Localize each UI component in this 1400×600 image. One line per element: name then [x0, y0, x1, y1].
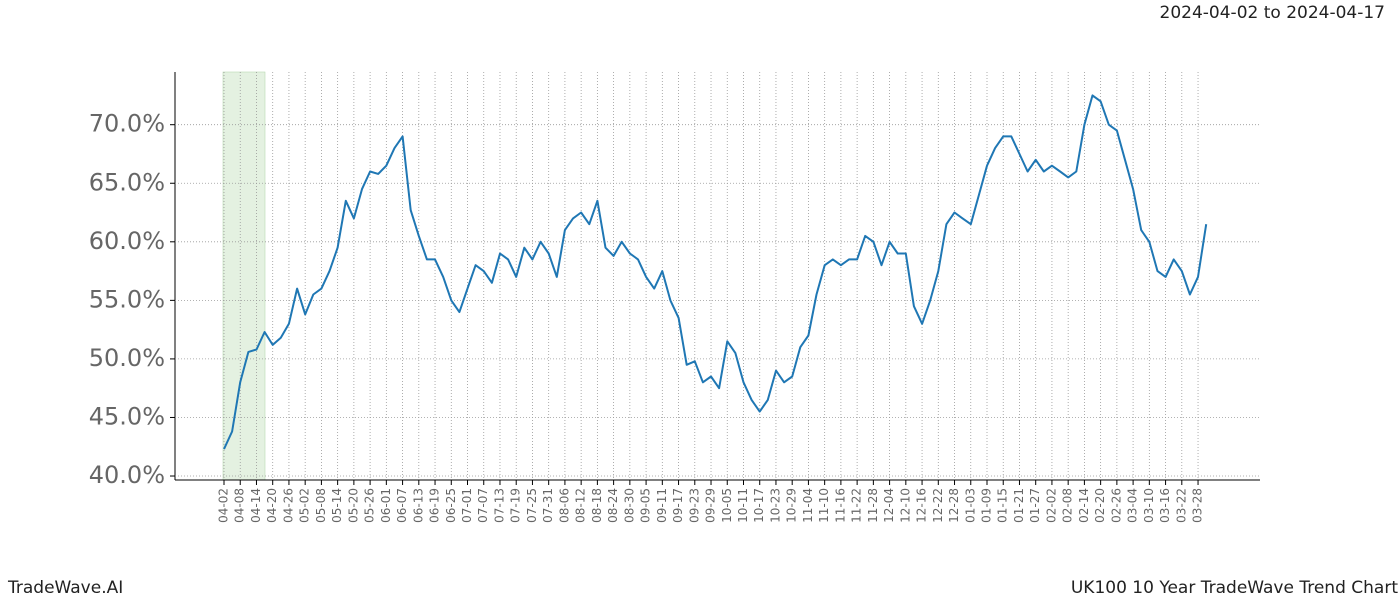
- x-tick-label: 06-01: [379, 488, 393, 523]
- x-tick-label: 03-04: [1126, 488, 1140, 523]
- trend-line: [223, 94, 1208, 450]
- x-tick-label: 11-16: [833, 488, 847, 523]
- x-tick-label: 06-25: [444, 488, 458, 523]
- x-tick-label: 08-30: [622, 488, 636, 523]
- chart-subtitle: 2024-04-02 to 2024-04-17: [1160, 3, 1385, 23]
- y-tick-label: 45.0%: [89, 402, 165, 430]
- x-tick-label: 05-08: [314, 488, 328, 523]
- x-tick-label: 01-21: [1012, 488, 1026, 523]
- y-tick-label: 70.0%: [89, 110, 165, 138]
- x-tick-label: 07-19: [509, 488, 523, 523]
- x-tick-label: 10-23: [768, 488, 782, 523]
- x-tick-label: 05-14: [330, 488, 344, 523]
- x-tick-label: 01-09: [979, 488, 993, 523]
- x-tick-label: 02-26: [1109, 488, 1123, 523]
- x-tick-label: 07-25: [525, 488, 539, 523]
- x-tick-label: 01-03: [963, 488, 977, 523]
- x-tick-label: 10-05: [720, 488, 734, 523]
- x-tick-label: 01-15: [996, 488, 1010, 523]
- x-tick-label: 12-10: [898, 488, 912, 523]
- x-tick-label: 02-02: [1044, 488, 1058, 523]
- x-tick-label: 03-16: [1158, 488, 1172, 523]
- x-tick-label: 06-07: [395, 488, 409, 523]
- source-label: TradeWave.AI: [7, 578, 123, 598]
- x-tick-label: 12-04: [882, 488, 896, 523]
- x-tick-label: 07-13: [492, 488, 506, 523]
- x-tick-label: 06-13: [411, 488, 425, 523]
- x-tick-label: 11-10: [817, 488, 831, 523]
- y-tick-label: 50.0%: [89, 344, 165, 372]
- x-tick-label: 10-29: [785, 488, 799, 523]
- x-tick-label: 01-27: [1028, 488, 1042, 523]
- x-tick-label: 07-31: [541, 488, 555, 523]
- x-tick-label: 02-14: [1077, 488, 1091, 523]
- x-tick-label: 09-29: [704, 488, 718, 523]
- y-tick-label: 40.0%: [89, 461, 165, 489]
- x-tick-label: 07-07: [476, 488, 490, 523]
- y-tick-label: 55.0%: [89, 285, 165, 313]
- x-tick-label: 08-18: [590, 488, 604, 523]
- x-tick-label: 10-17: [752, 488, 766, 523]
- x-tick-label: 09-17: [671, 488, 685, 523]
- x-tick-label: 11-04: [801, 488, 815, 523]
- x-tick-label: 03-28: [1191, 488, 1205, 523]
- highlight-band: [222, 71, 266, 481]
- x-tick-label: 04-08: [233, 488, 247, 523]
- x-tick-label: 10-11: [736, 488, 750, 523]
- x-tick-label: 02-08: [1061, 488, 1075, 523]
- y-tick-label: 60.0%: [89, 227, 165, 255]
- x-tick-label: 12-16: [915, 488, 929, 523]
- x-tick-label: 07-01: [460, 488, 474, 523]
- chart-title: UK100 10 Year TradeWave Trend Chart: [1071, 578, 1398, 598]
- x-tick-label: 05-20: [346, 488, 360, 523]
- x-tick-label: 11-28: [866, 488, 880, 523]
- x-tick-label: 02-20: [1093, 488, 1107, 523]
- x-tick-label: 08-06: [557, 488, 571, 523]
- x-tick-label: 06-19: [428, 488, 442, 523]
- x-tick-label: 03-22: [1174, 488, 1188, 523]
- x-tick-label: 12-28: [947, 488, 961, 523]
- x-tick-label: 03-10: [1142, 488, 1156, 523]
- x-tick-label: 04-20: [265, 488, 279, 523]
- x-tick-label: 08-12: [574, 488, 588, 523]
- x-tick-label: 09-05: [639, 488, 653, 523]
- y-tick-label: 65.0%: [89, 168, 165, 196]
- x-tick-label: 05-02: [298, 488, 312, 523]
- x-tick-label: 12-22: [931, 488, 945, 523]
- x-tick-label: 05-26: [363, 488, 377, 523]
- x-tick-label: 04-14: [249, 488, 263, 523]
- x-tick-label: 11-22: [850, 488, 864, 523]
- x-tick-label: 08-24: [606, 488, 620, 523]
- x-tick-label: 04-26: [281, 488, 295, 523]
- x-tick-label: 09-11: [655, 488, 669, 523]
- x-tick-label: 09-23: [687, 488, 701, 523]
- x-tick-label: 04-02: [217, 488, 231, 523]
